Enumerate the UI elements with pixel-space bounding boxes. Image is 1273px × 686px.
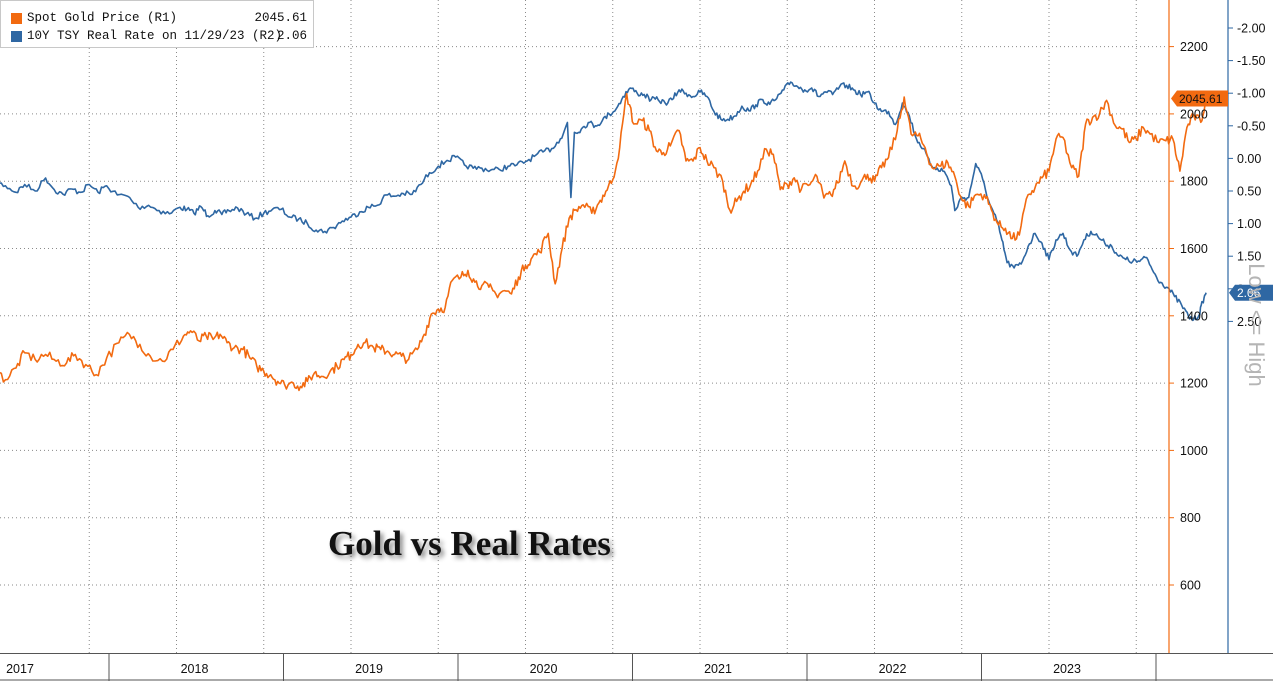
tick-label-real-rate: 1.00 — [1237, 217, 1261, 231]
side-note-low-high: Low <= High — [1244, 263, 1269, 387]
x-tick-label: 2021 — [704, 662, 732, 676]
legend-value-gold: 2045.61 — [254, 11, 307, 25]
series-layer — [0, 81, 1207, 392]
last-value-label-gold: 2045.61 — [1179, 92, 1223, 106]
tick-label-gold: 1200 — [1180, 377, 1208, 391]
x-tick-label: 2022 — [879, 662, 907, 676]
tick-label-gold: 1600 — [1180, 242, 1208, 256]
last-value-label-real-rate: 2.06 — [1237, 286, 1261, 300]
grid — [0, 0, 1168, 653]
tick-label-real-rate: 0.50 — [1237, 185, 1261, 199]
tick-label-gold: 1000 — [1180, 444, 1208, 458]
legend-label-real-rate: 10Y TSY Real Rate on 11/29/23 (R2) — [27, 29, 283, 43]
tick-label-real-rate: -2.00 — [1237, 22, 1266, 36]
legend-label-gold: Spot Gold Price (R1) — [27, 11, 178, 25]
legend-swatch-real-rate — [11, 31, 22, 42]
tick-label-gold: 2000 — [1180, 107, 1208, 121]
tick-label-real-rate: -0.50 — [1237, 119, 1266, 133]
legend-item-real-rate: 10Y TSY Real Rate on 11/29/23 (R2) 2.06 — [9, 28, 309, 46]
tick-label-gold: 2200 — [1180, 40, 1208, 54]
legend-swatch-gold — [11, 13, 22, 24]
tick-label-real-rate: 0.00 — [1237, 152, 1261, 166]
legend: Spot Gold Price (R1) 2045.61 10Y TSY Rea… — [0, 0, 314, 48]
x-tick-label: 2018 — [181, 662, 209, 676]
x-tick-label: 2020 — [530, 662, 558, 676]
tick-label-real-rate: -1.50 — [1237, 54, 1266, 68]
tick-label-real-rate: 2.50 — [1237, 315, 1261, 329]
series-line-real-rate — [0, 81, 1207, 322]
tick-label-gold: 800 — [1180, 511, 1201, 525]
tick-label-gold: 1400 — [1180, 309, 1208, 323]
x-tick-label: 2023 — [1053, 662, 1081, 676]
last-value-tag-gold — [1171, 90, 1228, 107]
legend-item-gold: Spot Gold Price (R1) 2045.61 — [9, 10, 309, 28]
x-tick-label: 2019 — [355, 662, 383, 676]
tick-label-real-rate: 1.50 — [1237, 250, 1261, 264]
tick-label-gold: 600 — [1180, 579, 1201, 593]
tick-label-gold: 1800 — [1180, 175, 1208, 189]
legend-value-real-rate: 2.06 — [276, 29, 307, 43]
x-tick-label: 2017 — [6, 662, 34, 676]
last-value-tag-real-rate — [1229, 284, 1273, 301]
series-line-gold — [0, 92, 1207, 392]
tick-label-real-rate: -1.00 — [1237, 87, 1266, 101]
chart-title: Gold vs Real Rates — [328, 524, 611, 563]
